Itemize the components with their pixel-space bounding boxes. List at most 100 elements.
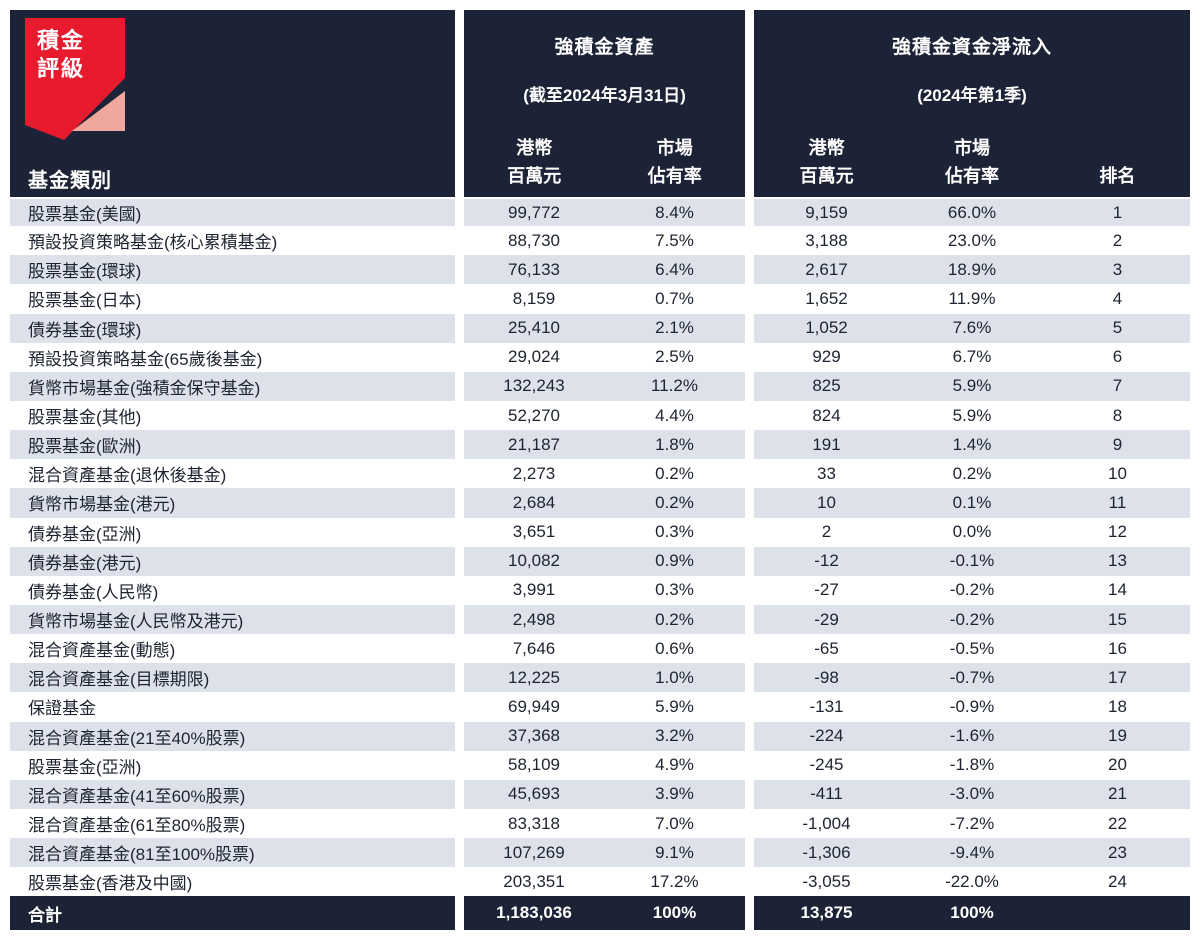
inflow-hkd-cell: 1,652 (754, 284, 899, 314)
rank-cell: 7 (1045, 371, 1190, 401)
table-row: 貨幣市場基金(強積金保守基金) 132,243 11.2% 825 5.9% 7 (10, 371, 1190, 401)
assets-hkd-cell: 2,273 (464, 459, 604, 489)
category-header-section: 積金 評級 基金類別 (10, 10, 455, 197)
rank-cell: 8 (1045, 400, 1190, 431)
assets-subtitle: (截至2024年3月31日) (523, 86, 686, 105)
table-row: 貨幣市場基金(人民幣及港元) 2,498 0.2% -29 -0.2% 15 (10, 604, 1190, 635)
assets-share-cell: 0.2% (604, 604, 745, 635)
table-row: 保證基金 69,949 5.9% -131 -0.9% 18 (10, 692, 1190, 722)
table-row: 貨幣市場基金(港元) 2,684 0.2% 10 0.1% 11 (10, 488, 1190, 518)
fund-category-cell: 混合資產基金(61至80%股票) (10, 808, 455, 839)
inflow-hkd-cell: -3,055 (754, 867, 899, 897)
table-row: 股票基金(其他) 52,270 4.4% 824 5.9% 8 (10, 400, 1190, 431)
assets-share-cell: 1.8% (604, 430, 745, 460)
inflow-share-cell: 18.9% (899, 255, 1045, 285)
inflow-share-cell: -0.2% (899, 575, 1045, 605)
rank-column-header: 排名 (1099, 166, 1136, 187)
fund-category-cell: 混合資產基金(退休後基金) (10, 459, 455, 489)
fund-category-cell: 貨幣市場基金(強積金保守基金) (10, 371, 455, 401)
inflow-hkd-cell: -131 (754, 692, 899, 722)
table-row: 股票基金(日本) 8,159 0.7% 1,652 11.9% 4 (10, 284, 1190, 314)
inflow-hkd-cell: -411 (754, 779, 899, 809)
table-row: 股票基金(香港及中國) 203,351 17.2% -3,055 -22.0% … (10, 867, 1190, 897)
table-row: 債券基金(環球) 25,410 2.1% 1,052 7.6% 5 (10, 313, 1190, 343)
fund-category-cell: 貨幣市場基金(港元) (10, 488, 455, 518)
inflow-hkd-cell: -1,306 (754, 838, 899, 868)
inflow-share-cell: 7.6% (899, 313, 1045, 343)
total-inflow-share: 100% (899, 896, 1045, 931)
rank-cell: 9 (1045, 430, 1190, 460)
assets-share-cell: 17.2% (604, 867, 745, 897)
inflow-share-cell: -0.7% (899, 663, 1045, 693)
table-row: 預設投資策略基金(65歲後基金) 29,024 2.5% 929 6.7% 6 (10, 342, 1190, 372)
assets-hkd-cell: 58,109 (464, 750, 604, 780)
inflow-share-cell: 0.1% (899, 488, 1045, 518)
assets-share-cell: 1.0% (604, 663, 745, 693)
inflows-title: 強積金資金淨流入 (891, 37, 1052, 58)
rank-cell: 10 (1045, 459, 1190, 489)
inflow-share-cell: -0.1% (899, 546, 1045, 576)
inflows-share-column-header: 市場 佔有率 (944, 138, 999, 187)
inflow-hkd-cell: 929 (754, 342, 899, 372)
assets-hkd-cell: 2,498 (464, 604, 604, 635)
assets-share-cell: 0.7% (604, 284, 745, 314)
inflow-share-cell: -9.4% (899, 838, 1045, 868)
assets-share-cell: 3.9% (604, 779, 745, 809)
assets-share-cell: 7.0% (604, 808, 745, 839)
assets-hkd-cell: 76,133 (464, 255, 604, 285)
inflows-hkd-column-header: 港幣 百萬元 (799, 138, 854, 187)
assets-hkd-cell: 69,949 (464, 692, 604, 722)
rank-cell: 23 (1045, 838, 1190, 868)
assets-hkd-cell: 45,693 (464, 779, 604, 809)
mpf-ratings-logo-icon: 積金 評級 (25, 18, 125, 142)
assets-header-section: 強積金資產 (截至2024年3月31日) 港幣 百萬元 市場 佔有率 (464, 10, 745, 197)
rank-cell: 6 (1045, 342, 1190, 372)
table-row: 混合資產基金(動態) 7,646 0.6% -65 -0.5% 16 (10, 634, 1190, 664)
fund-category-cell: 混合資產基金(41至60%股票) (10, 779, 455, 809)
rank-cell: 21 (1045, 779, 1190, 809)
table-row: 混合資產基金(81至100%股票) 107,269 9.1% -1,306 -9… (10, 838, 1190, 868)
assets-share-cell: 4.4% (604, 400, 745, 431)
table-row: 預設投資策略基金(核心累積基金) 88,730 7.5% 3,188 23.0%… (10, 226, 1190, 256)
table-row: 混合資產基金(目標期限) 12,225 1.0% -98 -0.7% 17 (10, 663, 1190, 693)
fund-category-cell: 混合資產基金(21至40%股票) (10, 721, 455, 751)
inflow-hkd-cell: 824 (754, 400, 899, 431)
assets-share-cell: 0.6% (604, 634, 745, 664)
assets-share-cell: 6.4% (604, 255, 745, 285)
inflow-share-cell: 0.0% (899, 517, 1045, 547)
assets-hkd-cell: 21,187 (464, 430, 604, 460)
inflow-hkd-cell: 9,159 (754, 197, 899, 227)
inflow-hkd-cell: 10 (754, 488, 899, 518)
inflow-hkd-cell: -12 (754, 546, 899, 576)
fund-category-cell: 混合資產基金(目標期限) (10, 663, 455, 693)
fund-category-cell: 股票基金(其他) (10, 400, 455, 431)
inflow-share-cell: 66.0% (899, 197, 1045, 227)
assets-share-cell: 2.1% (604, 313, 745, 343)
fund-category-cell: 股票基金(亞洲) (10, 750, 455, 780)
inflow-share-cell: -1.8% (899, 750, 1045, 780)
rank-cell: 17 (1045, 663, 1190, 693)
logo-text: 積金 評級 (37, 28, 86, 81)
assets-hkd-cell: 132,243 (464, 371, 604, 401)
fund-category-column-header: 基金類別 (28, 170, 112, 192)
inflow-hkd-cell: -245 (754, 750, 899, 780)
total-inflow-hkd: 13,875 (754, 896, 899, 931)
assets-hkd-cell: 203,351 (464, 867, 604, 897)
assets-hkd-cell: 3,651 (464, 517, 604, 547)
fund-category-cell: 債券基金(亞洲) (10, 517, 455, 547)
fund-category-cell: 預設投資策略基金(核心累積基金) (10, 226, 455, 256)
assets-share-cell: 8.4% (604, 197, 745, 227)
fund-category-cell: 債券基金(人民幣) (10, 575, 455, 605)
inflow-share-cell: -3.0% (899, 779, 1045, 809)
table-row: 混合資產基金(21至40%股票) 37,368 3.2% -224 -1.6% … (10, 721, 1190, 751)
assets-hkd-cell: 7,646 (464, 634, 604, 664)
table-row: 股票基金(歐洲) 21,187 1.8% 191 1.4% 9 (10, 430, 1190, 460)
rank-cell: 19 (1045, 721, 1190, 751)
assets-share-cell: 4.9% (604, 750, 745, 780)
assets-hkd-cell: 99,772 (464, 197, 604, 227)
fund-category-cell: 混合資產基金(81至100%股票) (10, 838, 455, 868)
rank-cell: 22 (1045, 808, 1190, 839)
assets-hkd-cell: 88,730 (464, 226, 604, 256)
rank-cell: 20 (1045, 750, 1190, 780)
inflow-share-cell: -0.2% (899, 604, 1045, 635)
